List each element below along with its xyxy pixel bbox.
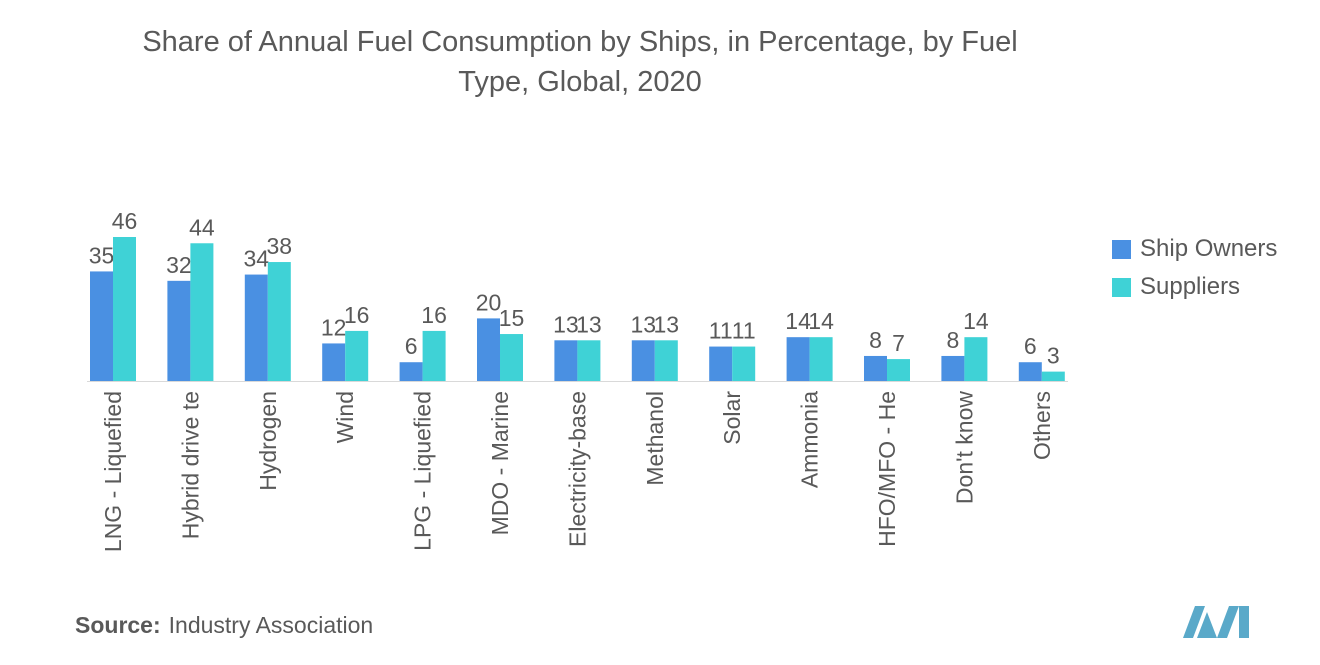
source-label: Source: (75, 612, 161, 638)
bar-ship-owners-4 (399, 362, 423, 381)
bar-ship-owners-10 (864, 355, 887, 381)
category-label-3: Wind (332, 391, 358, 443)
data-label-suppliers-4: 16 (421, 302, 447, 328)
legend-item-suppliers: Suppliers (1112, 268, 1277, 306)
legend-label-ship-owners: Ship Owners (1140, 235, 1278, 262)
bar-ship-owners-1 (167, 280, 191, 381)
data-label-ship-owners-12: 6 (1024, 333, 1037, 359)
bar-suppliers-2 (267, 262, 291, 381)
data-label-ship-owners-0: 35 (89, 242, 115, 268)
legend-swatch-ship-owners (1112, 239, 1131, 259)
data-label-ship-owners-1: 32 (166, 252, 192, 278)
source-note: Source: Industry Association (75, 612, 373, 639)
bar-suppliers-9 (809, 337, 833, 381)
data-label-ship-owners-6: 13 (553, 311, 579, 337)
brand-logo-icon (1183, 606, 1249, 638)
bar-suppliers-10 (887, 359, 910, 381)
chart-title-line-2: Type, Global, 2020 (458, 66, 702, 98)
data-label-suppliers-8: 11 (732, 318, 756, 344)
bar-suppliers-1 (190, 243, 214, 381)
bar-ship-owners-12 (1018, 362, 1042, 381)
data-label-suppliers-10: 7 (892, 330, 905, 356)
data-label-suppliers-12: 3 (1047, 343, 1060, 369)
data-label-ship-owners-9: 14 (785, 308, 811, 334)
legend-swatch-suppliers (1112, 277, 1131, 297)
bar-suppliers-7 (654, 340, 678, 381)
bar-suppliers-12 (1041, 371, 1065, 381)
data-label-suppliers-0: 46 (112, 208, 138, 234)
bar-suppliers-0 (113, 237, 136, 381)
data-label-ship-owners-4: 6 (405, 333, 418, 359)
source-text: Industry Association (168, 612, 374, 638)
category-label-1: Hybrid drive te (177, 391, 203, 539)
category-label-7: Methanol (642, 391, 668, 486)
data-label-suppliers-11: 14 (963, 308, 989, 334)
data-label-suppliers-9: 14 (808, 308, 834, 334)
bar-suppliers-11 (964, 337, 988, 381)
data-label-suppliers-2: 38 (267, 233, 293, 259)
bar-suppliers-3 (345, 330, 369, 381)
bar-ship-owners-6 (554, 340, 578, 381)
data-label-suppliers-3: 16 (344, 302, 370, 328)
data-label-ship-owners-7: 13 (631, 311, 657, 337)
category-label-9: Ammonia (797, 391, 823, 488)
data-label-ship-owners-3: 12 (321, 314, 347, 340)
bar-suppliers-6 (577, 340, 601, 381)
bar-ship-owners-0 (90, 271, 113, 381)
bar-ship-owners-2 (244, 274, 268, 381)
chart-title-line-1: Share of Annual Fuel Consumption by Ship… (142, 26, 1018, 58)
data-label-ship-owners-2: 34 (244, 246, 270, 272)
bar-ship-owners-9 (786, 337, 810, 381)
bar-suppliers-8 (732, 346, 756, 381)
data-label-suppliers-1: 44 (189, 214, 215, 240)
bar-ship-owners-7 (631, 340, 655, 381)
category-label-12: Others (1029, 391, 1055, 460)
data-label-ship-owners-10: 8 (869, 327, 882, 353)
data-label-suppliers-5: 15 (499, 305, 525, 331)
category-label-8: Solar (719, 391, 745, 445)
bar-ship-owners-8 (709, 346, 733, 381)
category-label-11: Don't know (951, 391, 977, 504)
category-label-5: MDO - Marine (487, 391, 513, 535)
legend-item-ship-owners: Ship Owners (1112, 230, 1277, 268)
legend: Ship Owners Suppliers (1112, 230, 1277, 306)
data-label-ship-owners-5: 20 (476, 289, 502, 315)
category-label-6: Electricity-base (564, 391, 590, 547)
category-label-2: Hydrogen (255, 391, 281, 491)
bar-ship-owners-11 (941, 355, 965, 381)
category-label-0: LNG - Liquefied (100, 391, 126, 552)
data-label-ship-owners-8: 11 (709, 318, 733, 344)
data-label-suppliers-6: 13 (576, 311, 602, 337)
bar-ship-owners-3 (322, 343, 346, 381)
bar-suppliers-4 (422, 330, 446, 381)
category-label-10: HFO/MFO - He (874, 391, 900, 547)
legend-label-suppliers: Suppliers (1140, 273, 1241, 300)
data-label-suppliers-7: 13 (654, 311, 680, 337)
chart-title: Share of Annual Fuel Consumption by Ship… (0, 22, 1160, 102)
category-label-4: LPG - Liquefied (410, 391, 436, 551)
bar-suppliers-5 (500, 334, 523, 381)
data-label-ship-owners-11: 8 (947, 327, 960, 353)
bar-ship-owners-5 (477, 318, 500, 381)
